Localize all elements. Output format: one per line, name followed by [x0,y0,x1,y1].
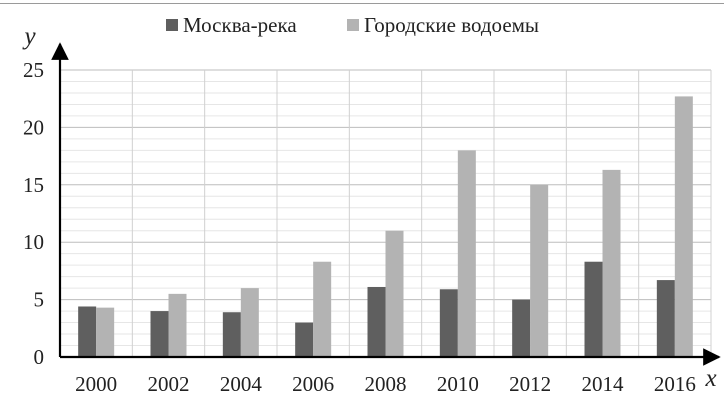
top-border [0,0,724,4]
legend-swatch [166,19,178,31]
y-tick-label: 0 [34,345,45,369]
y-tick-label: 20 [23,115,44,139]
y-tick-label: 15 [23,173,44,197]
y-axis-label: y [21,23,36,50]
bar-series-2-2006 [313,261,332,357]
bar-series-2-2012 [530,184,549,357]
bar-series-2-2000 [96,307,115,357]
y-tick-label: 5 [34,288,45,312]
bar-series-2-2014 [602,169,621,357]
bar-series-1-2000 [78,306,97,357]
legend: Москва-река Городские водоемы [166,13,539,37]
bar-series-1-2016 [656,280,675,357]
bar-series-1-2012 [512,299,531,357]
legend-swatch [347,19,359,31]
bar-series-2-2002 [168,293,187,357]
tick-labels: 2000 2002 2004 2006 2008 2010 2012 2014 2016 0 5 10… [23,58,696,396]
bar-series-2-2004 [240,288,259,357]
x-tick-label: 2008 [365,372,407,396]
bar-series-1-2002 [150,311,169,357]
x-tick-label: 2010 [437,372,479,396]
bar-series-1-2004 [222,312,241,357]
x-axis-label: x [704,365,716,392]
x-tick-label: 2006 [292,372,334,396]
x-tick-label: 2016 [654,372,696,396]
bar-series-1-2008 [367,286,386,357]
bar-series-1-2014 [584,261,603,357]
y-tick-label: 10 [23,230,44,254]
y-tick-label: 25 [23,58,44,82]
x-tick-label: 2014 [582,372,625,396]
legend-label: Москва-река [183,13,297,37]
bar-series-2-2008 [385,230,404,357]
bar-series-2-2016 [674,96,693,358]
bars [78,96,693,358]
bar-series-2-2010 [457,150,476,357]
x-tick-label: 2002 [148,372,190,396]
x-tick-label: 2000 [75,372,117,396]
axes: y x [21,23,721,392]
x-tick-label: 2012 [509,372,551,396]
bar-series-1-2010 [439,289,458,357]
x-tick-label: 2004 [220,372,263,396]
legend-label: Городские водоемы [364,13,539,37]
bar-series-1-2006 [295,322,314,357]
